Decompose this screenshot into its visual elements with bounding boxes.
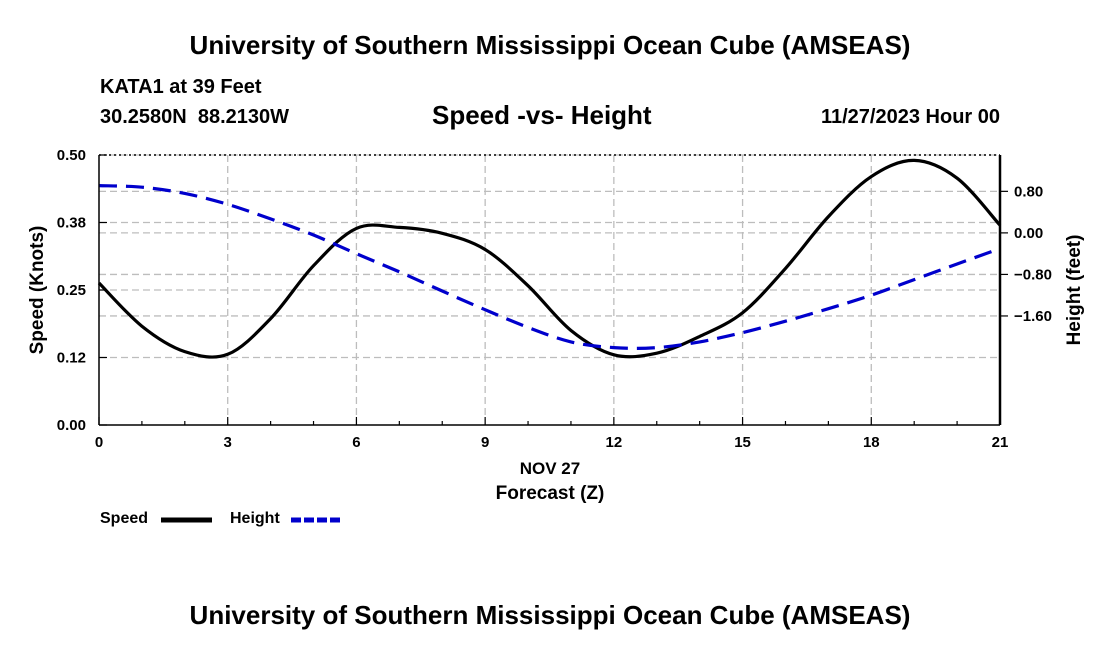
y2-tick-label: −0.80	[1014, 266, 1052, 283]
y2-tick-label: −1.60	[1014, 308, 1052, 325]
x-tick-label: 18	[863, 434, 880, 451]
legend-speed-label: Speed	[100, 510, 149, 527]
legend-height-label: Height	[230, 510, 280, 527]
x-tick-label: 12	[606, 434, 623, 451]
chart-subtitle: Speed -vs- Height	[432, 100, 652, 130]
series-line-height	[98, 184, 1001, 350]
y-tick-label: 0.50	[57, 147, 86, 164]
x-tick-label: 6	[352, 434, 360, 451]
y2-tick-label: 0.80	[1014, 183, 1043, 200]
station-label: KATA1 at 39 Feet	[100, 76, 262, 98]
y2-tick-label: 0.00	[1014, 225, 1043, 242]
y-tick-label: 0.00	[57, 417, 86, 434]
footer-title: University of Southern Mississippi Ocean…	[189, 600, 911, 630]
x-tick-label: 15	[734, 434, 751, 451]
x-axis-date-label: NOV 27	[519, 459, 581, 478]
y-tick-label: 0.25	[57, 282, 86, 299]
x-tick-label: 9	[481, 434, 489, 451]
x-tick-label: 0	[95, 434, 103, 451]
coordinates-label: 30.2580N 88.2130W	[100, 106, 290, 128]
x-axis-label: Forecast (Z)	[495, 483, 605, 504]
y-tick-label: 0.12	[57, 350, 86, 367]
y-tick-label: 0.38	[57, 215, 86, 232]
forecast-datetime: 11/27/2023 Hour 00	[820, 106, 1000, 128]
x-tick-label: 3	[224, 434, 232, 451]
series-line-speed	[97, 158, 1002, 359]
main-title: University of Southern Mississippi Ocean…	[189, 30, 911, 60]
x-tick-label: 21	[992, 434, 1009, 451]
